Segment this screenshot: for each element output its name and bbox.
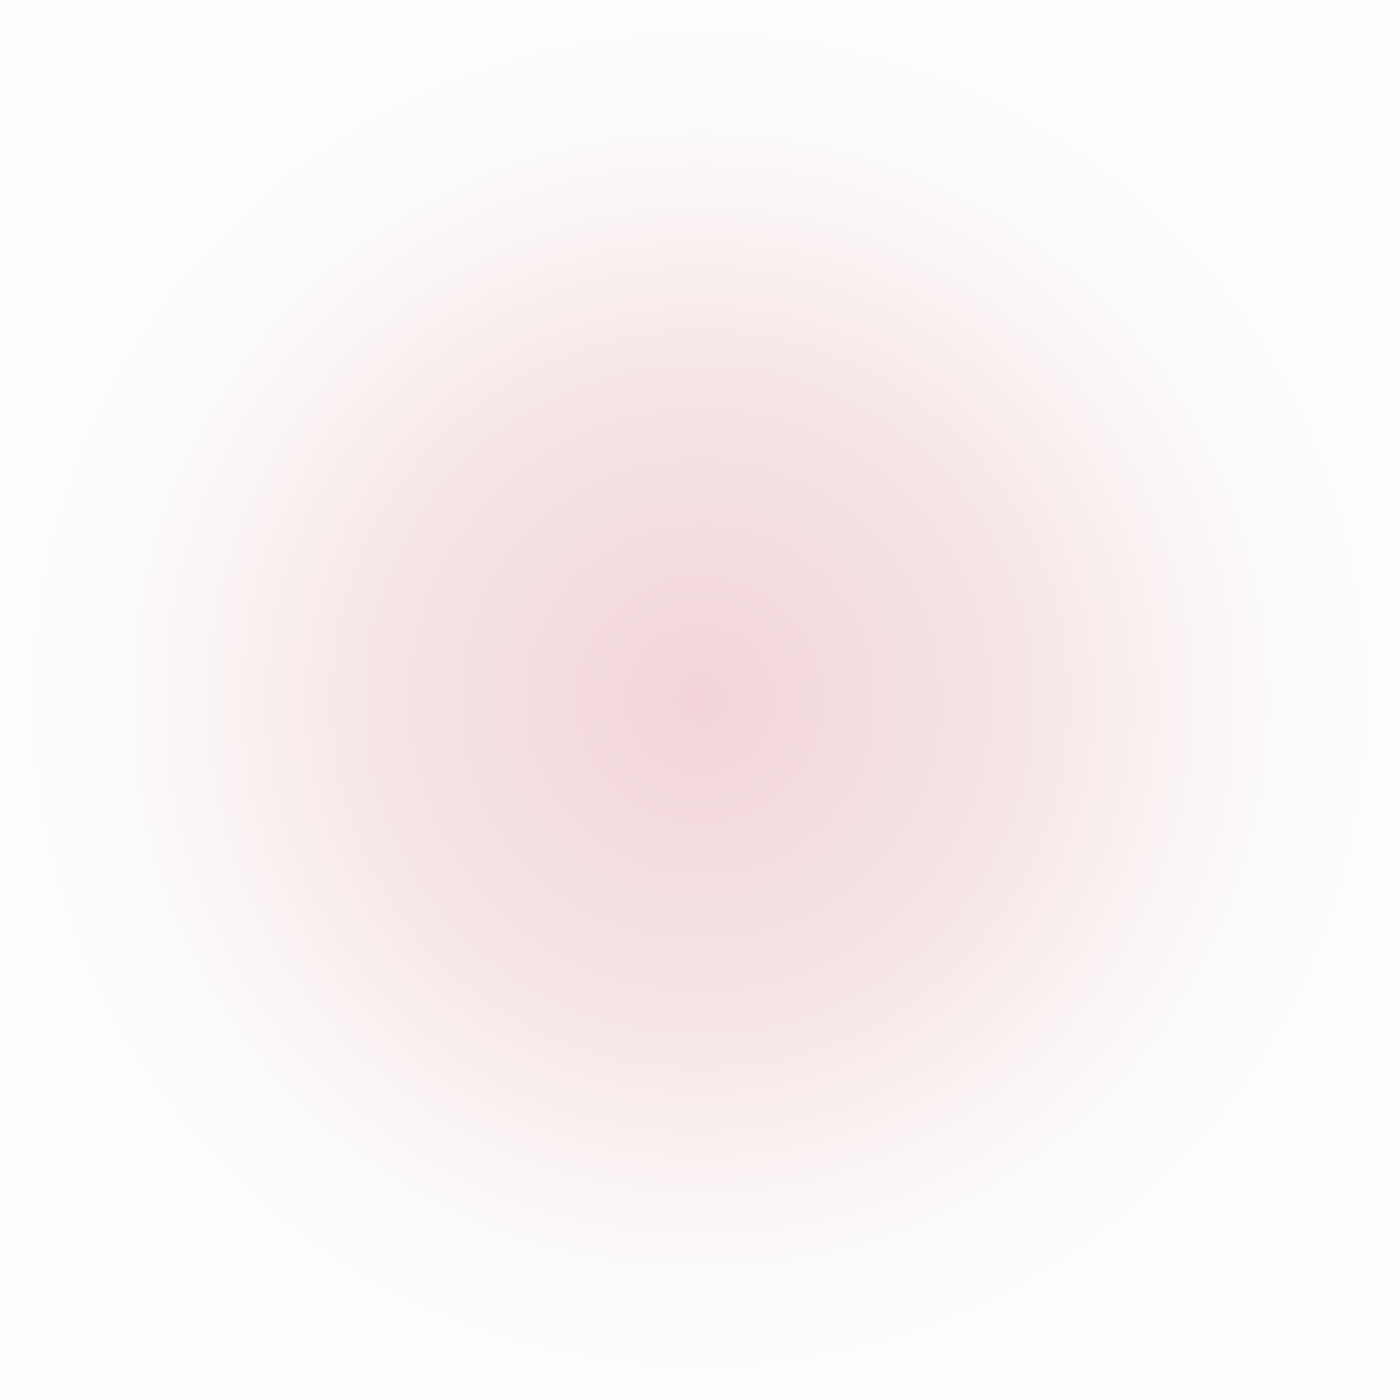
radial-glow-background	[0, 0, 1400, 1400]
